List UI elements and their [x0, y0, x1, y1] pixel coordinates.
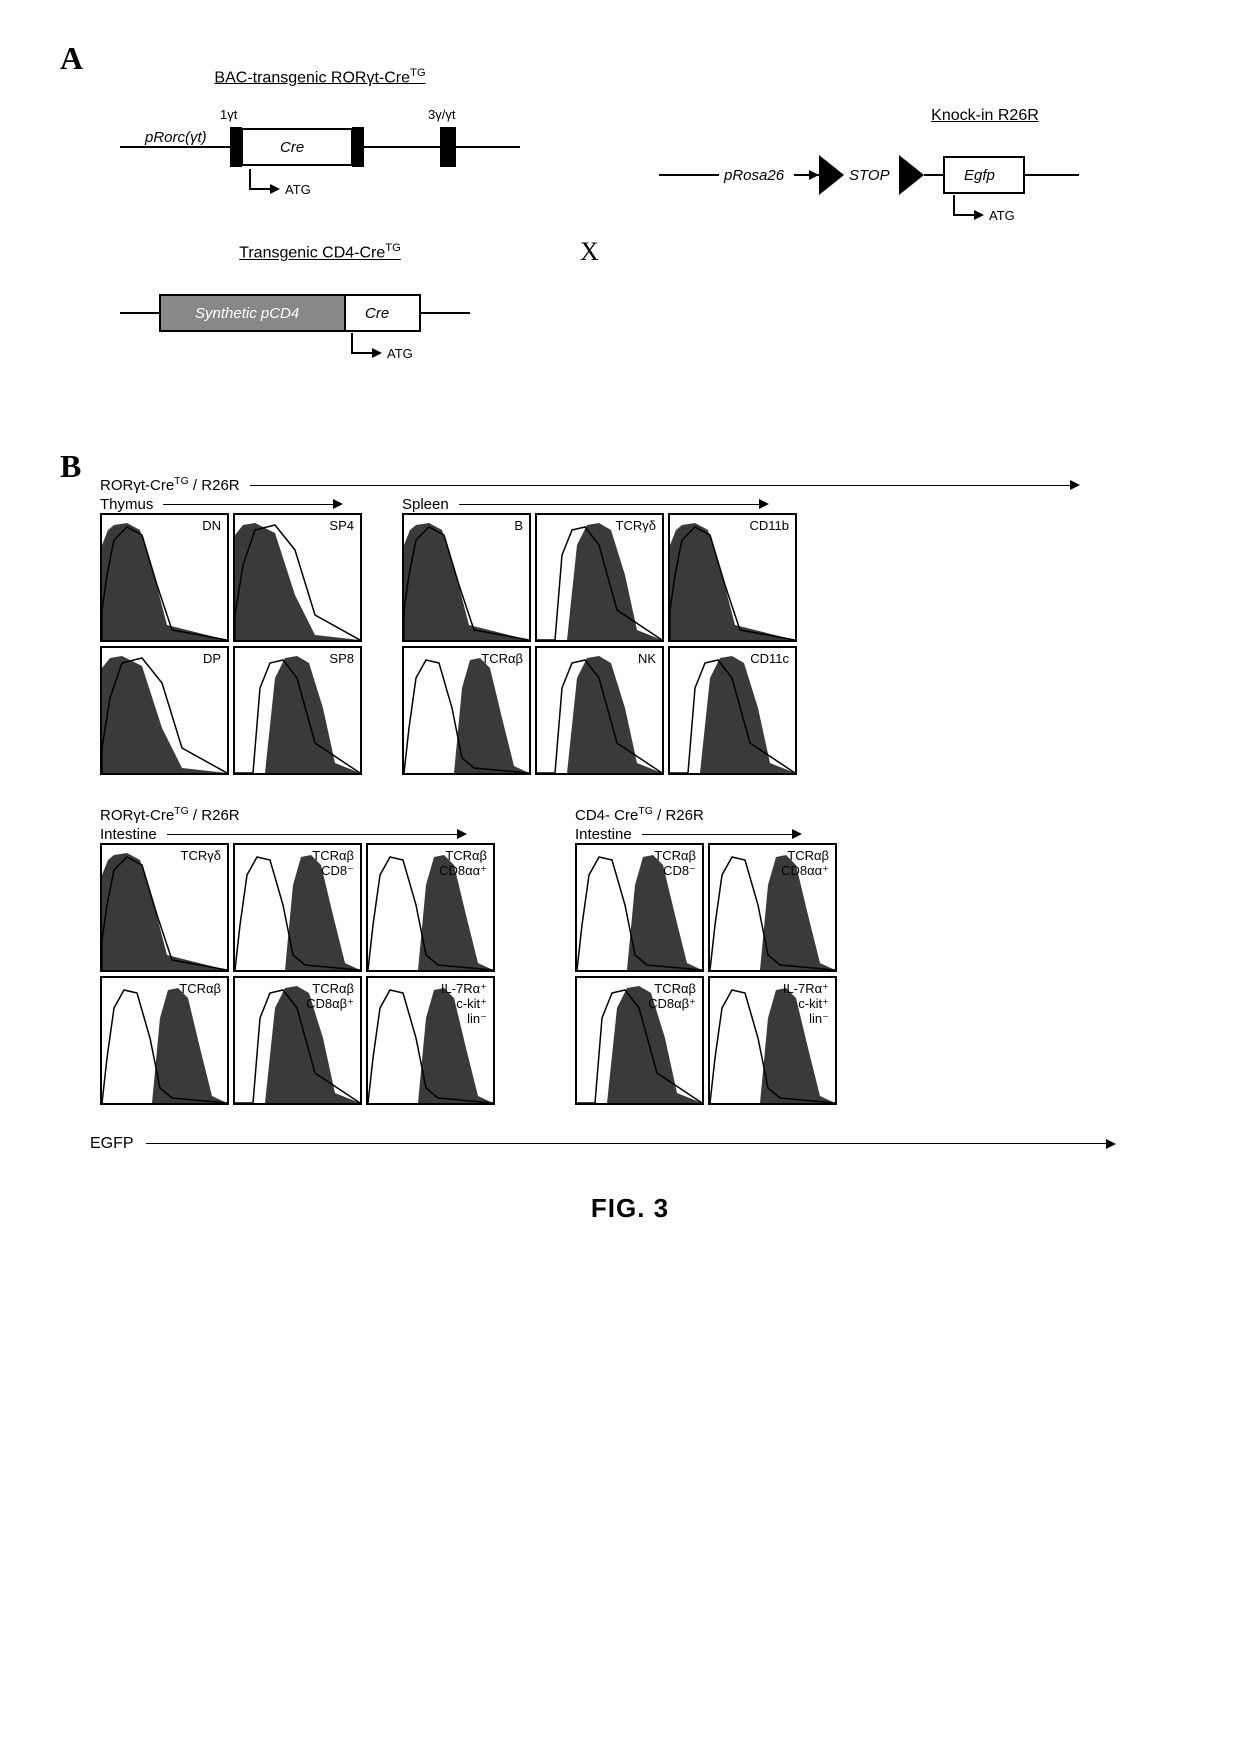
grid-intestine-cd4: TCRαβCD8⁻ TCRαβCD8αβ⁺ TCRαβCD8αα⁺ IL-7Rα⁺c-…: [575, 843, 837, 1105]
group-intestine-ror: RORγt-CreTG / R26R Intestine TCRγδTCRαβT…: [100, 805, 495, 1105]
panel-a-content: BAC-transgenic RORγt-CreTG pRorc(γt) 1γt…: [120, 67, 1200, 408]
histogram-cell-label: NK: [638, 652, 656, 667]
histogram-cell: TCRαβCD8⁻: [233, 843, 362, 972]
histogram-cell-label: TCRαβCD8αβ⁺: [648, 982, 696, 1012]
construct1-gene: Cre: [280, 139, 304, 156]
construct1-title: BAC-transgenic RORγt-CreTG: [120, 67, 520, 87]
construct1-atg: ATG: [285, 182, 311, 197]
histogram-cell: DP: [100, 646, 229, 775]
panel-a-letter: A: [60, 40, 83, 76]
group-spleen: Spleen B TCRαβ TCRγδ NK CD11b CD11c: [402, 496, 797, 775]
histogram-cell-label: SP8: [329, 652, 354, 667]
panel-b: B RORγt-CreTG / R26R Thymus DN DP SP4 SP8 S…: [60, 448, 1200, 1153]
construct1-exon1-label: 1γt: [220, 107, 238, 122]
construct1-exon2-label: 3γ/γt: [428, 107, 456, 122]
construct3-svg: pRosa26 STOP Egfp ATG: [659, 135, 1079, 235]
constructs-left-col: BAC-transgenic RORγt-CreTG pRorc(γt) 1γt…: [120, 67, 520, 408]
histogram-cell: B: [402, 513, 531, 642]
histogram-cell-label: DP: [203, 652, 221, 667]
construct2-atg: ATG: [387, 346, 413, 361]
group-intestine-cd4: CD4- CreTG / R26R Intestine TCRαβCD8⁻TCR…: [575, 805, 837, 1105]
histogram-cell: TCRαβCD8αβ⁺: [575, 976, 704, 1105]
histogram-cell: DN: [100, 513, 229, 642]
histogram-cell: SP8: [233, 646, 362, 775]
histogram-cell-label: TCRαβCD8αα⁺: [781, 849, 829, 879]
intestine-ror-label: Intestine: [100, 826, 157, 843]
histogram-cell-label: SP4: [329, 519, 354, 534]
histogram-cell: SP4: [233, 513, 362, 642]
histogram-cell-label: TCRαβ: [481, 652, 523, 667]
grid-thymus: DN DP SP4 SP8: [100, 513, 362, 775]
grid-spleen: B TCRαβ TCRγδ NK CD11b CD11c: [402, 513, 797, 775]
histogram-cell: TCRγδ: [535, 513, 664, 642]
cross-symbol: X: [580, 237, 599, 267]
construct-r26r: Knock-in R26R pRosa26 STOP Egfp ATG: [659, 107, 1079, 408]
histogram-cell: NK: [535, 646, 664, 775]
egfp-axis-label: EGFP: [90, 1135, 134, 1153]
construct1-promoter: pRorc(γt): [144, 129, 207, 146]
construct3-promoter: pRosa26: [723, 167, 785, 184]
histogram-cell-label: TCRαβCD8⁻: [654, 849, 696, 879]
construct2-promoter: Synthetic pCD4: [195, 305, 299, 322]
panel-b-row1: RORγt-CreTG / R26R Thymus DN DP SP4 SP8 Spl…: [100, 475, 1200, 775]
egfp-axis: EGFP: [90, 1135, 1200, 1153]
histogram-cell-label: TCRαβCD8αβ⁺: [306, 982, 354, 1012]
construct3-title: Knock-in R26R: [659, 107, 1039, 125]
histogram-cell-label: TCRγδ: [616, 519, 656, 534]
histogram-cell-label: CD11b: [749, 519, 789, 534]
thymus-label: Thymus: [100, 496, 153, 513]
histogram-cell-label: TCRαβCD8αα⁺: [439, 849, 487, 879]
histogram-cell-label: TCRαβCD8⁻: [312, 849, 354, 879]
histogram-cell: TCRαβCD8αβ⁺: [233, 976, 362, 1105]
construct2-gene: Cre: [365, 305, 389, 322]
panel-b-letter: B: [60, 448, 81, 484]
histogram-cell-label: B: [514, 519, 523, 534]
construct3-atg: ATG: [989, 208, 1015, 223]
construct2-svg: Synthetic pCD4 Cre ATG: [120, 273, 480, 373]
group3-header: CD4- CreTG / R26R: [575, 805, 837, 824]
group2-header: RORγt-CreTG / R26R: [100, 805, 495, 824]
histogram-cell-label: IL-7Rα⁺c-kit⁺lin⁻: [441, 982, 487, 1027]
construct1-svg: pRorc(γt) 1γt Cre 3γ/γt ATG: [120, 97, 520, 207]
histogram-cell-label: TCRγδ: [181, 849, 221, 864]
construct-bac-roryt: BAC-transgenic RORγt-CreTG pRorc(γt) 1γt…: [120, 67, 520, 212]
histogram-cell: IL-7Rα⁺c-kit⁺lin⁻: [708, 976, 837, 1105]
histogram-cell-label: DN: [202, 519, 221, 534]
histogram-cell: CD11b: [668, 513, 797, 642]
construct3-gene: Egfp: [964, 167, 995, 184]
histogram-cell: TCRαβCD8⁻: [575, 843, 704, 972]
histogram-cell-label: IL-7Rα⁺c-kit⁺lin⁻: [783, 982, 829, 1027]
group-thymus: Thymus DN DP SP4 SP8: [100, 496, 362, 775]
histogram-cell-label: TCRαβ: [179, 982, 221, 997]
histogram-cell: TCRαβCD8αα⁺: [366, 843, 495, 972]
group1-header: RORγt-CreTG / R26R: [100, 475, 240, 494]
construct-cd4: Transgenic CD4-CreTG Synthetic pCD4 Cre …: [120, 242, 520, 377]
construct2-title: Transgenic CD4-CreTG: [120, 242, 520, 262]
panel-a: A BAC-transgenic RORγt-CreTG pRorc(γt) 1…: [60, 40, 1200, 408]
histogram-cell: IL-7Rα⁺c-kit⁺lin⁻: [366, 976, 495, 1105]
histogram-cell-label: CD11c: [750, 652, 789, 667]
histogram-cell: TCRαβCD8αα⁺: [708, 843, 837, 972]
cross-x-text: X: [580, 237, 599, 266]
figure-caption: FIG. 3: [60, 1193, 1200, 1224]
intestine-cd4-label: Intestine: [575, 826, 632, 843]
histogram-cell: CD11c: [668, 646, 797, 775]
spleen-label: Spleen: [402, 496, 449, 513]
histogram-cell: TCRγδ: [100, 843, 229, 972]
grid-intestine-ror: TCRγδ TCRαβ TCRαβCD8⁻ TCRαβCD8αβ⁺ TCRαβCD8αα…: [100, 843, 495, 1105]
panel-b-row2: RORγt-CreTG / R26R Intestine TCRγδTCRαβT…: [100, 805, 1200, 1105]
histogram-cell: TCRαβ: [402, 646, 531, 775]
construct3-stop: STOP: [849, 167, 890, 184]
histogram-cell: TCRαβ: [100, 976, 229, 1105]
